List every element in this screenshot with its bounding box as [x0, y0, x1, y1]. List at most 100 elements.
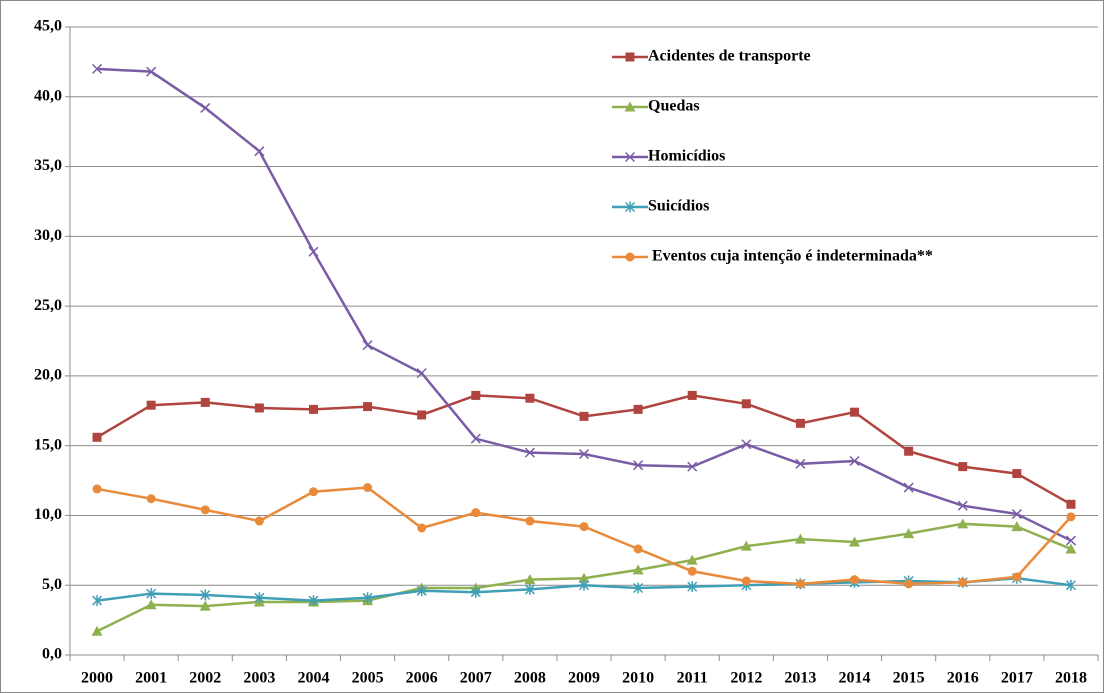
marker — [633, 582, 644, 594]
marker-shape — [524, 574, 536, 585]
marker — [200, 397, 210, 407]
marker — [146, 588, 157, 600]
x-tick-label: 2013 — [784, 670, 816, 687]
marker-shape — [849, 536, 861, 547]
marker — [795, 458, 806, 469]
marker-shape — [363, 402, 373, 412]
marker — [470, 586, 481, 598]
marker-shape — [579, 411, 589, 421]
y-tick-label: 0,0 — [42, 646, 62, 663]
y-tick-label: 45,0 — [34, 18, 62, 35]
marker-shape — [578, 572, 590, 583]
marker-shape — [1011, 509, 1022, 520]
marker — [92, 484, 102, 494]
marker — [903, 528, 915, 539]
marker — [741, 439, 752, 450]
marker-shape — [92, 484, 102, 494]
marker — [903, 482, 914, 493]
marker-shape — [308, 595, 319, 607]
x-tick-label: 2010 — [622, 670, 654, 687]
marker-shape — [687, 390, 697, 400]
marker — [254, 592, 265, 604]
marker — [958, 577, 968, 587]
y-tick-label: 15,0 — [34, 436, 62, 453]
marker — [904, 446, 914, 456]
marker-shape — [1066, 512, 1076, 522]
legend-label: Homicídios — [648, 148, 725, 165]
marker-shape — [254, 403, 264, 413]
marker — [199, 600, 211, 611]
marker — [146, 494, 156, 504]
marker — [740, 540, 752, 551]
x-tick-label: 2007 — [460, 670, 492, 687]
marker-shape — [470, 433, 481, 444]
x-tick-label: 2009 — [568, 670, 600, 687]
marker — [92, 595, 103, 607]
legend-label: Acidentes de transporte — [648, 48, 811, 65]
x-tick-label: 2005 — [352, 670, 384, 687]
marker-shape — [795, 579, 805, 589]
marker-shape — [1012, 572, 1022, 582]
marker-shape — [1066, 499, 1076, 509]
marker-shape — [849, 455, 860, 467]
marker — [794, 533, 806, 544]
marker-shape — [1011, 521, 1023, 532]
marker-shape — [904, 579, 914, 589]
marker — [1066, 512, 1076, 522]
x-tick-label: 2000 — [81, 670, 113, 687]
marker-shape — [957, 500, 968, 511]
marker-shape — [200, 505, 210, 515]
marker — [308, 487, 318, 497]
marker-shape — [146, 66, 157, 77]
x-tick-label: 2017 — [1001, 670, 1033, 687]
marker — [524, 447, 535, 458]
marker-shape — [363, 483, 373, 493]
marker-shape — [525, 393, 535, 403]
marker — [687, 581, 698, 593]
marker-shape — [624, 201, 636, 213]
marker — [308, 595, 319, 607]
legend-label: Suicídios — [648, 198, 709, 215]
marker-shape — [741, 439, 752, 450]
marker-shape — [524, 583, 535, 595]
marker-shape — [91, 625, 103, 636]
marker — [578, 579, 590, 591]
marker — [362, 592, 373, 604]
marker-shape — [686, 554, 698, 565]
marker — [417, 523, 427, 533]
marker — [686, 554, 698, 565]
marker — [416, 368, 427, 379]
marker-shape — [578, 449, 590, 460]
marker-shape — [903, 528, 915, 539]
marker — [92, 432, 102, 442]
x-tick-label: 2002 — [189, 670, 221, 687]
marker-shape — [740, 540, 752, 551]
marker — [200, 102, 211, 113]
marker-shape — [624, 151, 636, 163]
marker-shape — [741, 576, 751, 586]
marker-shape — [200, 102, 211, 113]
marker-shape — [145, 599, 157, 610]
marker-shape — [254, 146, 265, 157]
x-tick-label: 2006 — [406, 670, 438, 687]
marker-shape — [470, 586, 481, 598]
marker — [579, 522, 589, 532]
marker-shape — [624, 101, 636, 112]
marker — [146, 66, 157, 77]
marker-shape — [903, 482, 914, 493]
x-tick-label: 2011 — [677, 670, 708, 687]
marker — [525, 516, 535, 526]
marker — [687, 566, 697, 576]
marker — [416, 585, 427, 597]
marker — [146, 400, 156, 410]
marker — [470, 433, 481, 444]
marker-shape — [92, 63, 103, 74]
marker — [1065, 543, 1077, 554]
marker — [904, 579, 914, 589]
marker-shape — [632, 564, 644, 575]
marker — [525, 393, 535, 403]
marker-shape — [687, 581, 698, 593]
marker — [200, 589, 211, 601]
y-tick-label: 5,0 — [42, 576, 62, 593]
marker-shape — [957, 518, 969, 529]
